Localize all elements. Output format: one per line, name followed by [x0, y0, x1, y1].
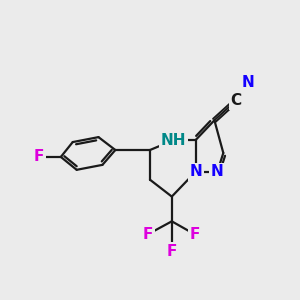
Text: C: C [231, 93, 242, 108]
Text: N: N [189, 164, 202, 179]
Text: F: F [189, 227, 200, 242]
Text: NH: NH [161, 133, 187, 148]
Text: F: F [143, 227, 153, 242]
Text: N: N [211, 164, 224, 179]
Text: F: F [34, 149, 44, 164]
Text: F: F [167, 244, 177, 259]
Text: N: N [242, 75, 254, 90]
